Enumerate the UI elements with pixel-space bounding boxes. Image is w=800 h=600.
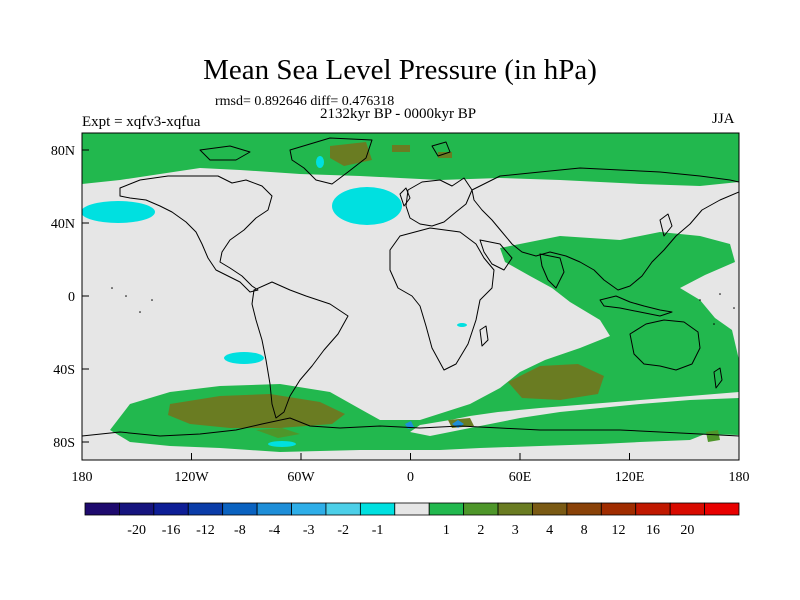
coast-arabia <box>479 239 513 271</box>
coast-australia <box>629 319 701 371</box>
lon-tick-label: 60E <box>509 470 532 485</box>
experiment-label: Expt = xqfv3-xqfua <box>82 114 201 130</box>
colorbar-label: 20 <box>680 523 694 538</box>
coast-madagascar <box>479 325 489 347</box>
colorbar-box <box>119 502 155 516</box>
colorbar-box <box>635 502 671 516</box>
lon-tick-labels: 180 120W 60W 0 60E 120E 180 <box>72 470 750 485</box>
colorbar-label: -3 <box>303 523 315 538</box>
colorbar-box <box>291 502 327 516</box>
lat-tick-label: 0 <box>68 290 75 305</box>
lon-tick-label: 0 <box>407 470 414 485</box>
colorbar-label: -16 <box>162 523 181 538</box>
colorbar-box <box>497 502 533 516</box>
coast-japan <box>659 213 673 237</box>
colorbar <box>84 502 740 516</box>
coast-arctic-islands <box>199 145 251 161</box>
colorbar-box <box>428 502 465 516</box>
colorbar-label: -2 <box>337 523 349 538</box>
colorbar-label: 4 <box>546 523 553 538</box>
lon-tick-label: 180 <box>72 470 93 485</box>
coast-indonesia <box>599 295 673 317</box>
colorbar-box <box>256 502 292 516</box>
colorbar-label: 3 <box>512 523 519 538</box>
colorbar-box <box>532 502 568 516</box>
colorbar-label: -4 <box>268 523 280 538</box>
colorbar-box <box>394 502 430 516</box>
colorbar-box <box>463 502 499 516</box>
colorbar-box <box>84 502 120 516</box>
lon-tick-marks <box>81 453 740 460</box>
lon-tick-label: 120W <box>174 470 209 485</box>
map-title: Mean Sea Level Pressure (in hPa) <box>203 54 597 86</box>
colorbar-label: 2 <box>477 523 484 538</box>
colorbar-box <box>600 502 637 516</box>
lat-tick-labels: 80N 40N 0 40S 80S <box>51 144 75 451</box>
coast-africa <box>389 227 495 371</box>
coast-india <box>539 253 565 289</box>
colorbar-label: 8 <box>581 523 588 538</box>
coast-new-zealand <box>713 367 723 389</box>
colorbar-box <box>187 502 224 516</box>
anomaly-regions-mid-green <box>256 428 720 442</box>
coast-south-america <box>251 281 349 419</box>
colorbar-label: -1 <box>372 523 384 538</box>
colorbar-box <box>222 502 258 516</box>
colorbar-box <box>704 502 740 516</box>
coast-svalbard <box>431 141 451 157</box>
season-label: JJA <box>712 111 735 127</box>
coastlines <box>82 137 739 437</box>
lon-tick-label: 60W <box>287 470 315 485</box>
colorbar-box <box>359 502 396 516</box>
colorbar-box <box>566 502 602 516</box>
colorbar-label: -12 <box>196 523 215 538</box>
colorbar-box <box>153 502 189 516</box>
island-dots <box>111 287 735 325</box>
rmsd-diff-stats: rmsd= 0.892646 diff= 0.476318 <box>215 94 395 109</box>
colorbar-labels: -20 -16 -12 -8 -4 -3 -2 -1 1 2 3 4 8 12 … <box>127 523 694 538</box>
colorbar-label: -20 <box>127 523 146 538</box>
colorbar-label: 16 <box>646 523 660 538</box>
lat-tick-label: 80N <box>51 144 75 159</box>
lat-tick-marks <box>82 149 89 443</box>
colorbar-label: -8 <box>234 523 246 538</box>
colorbar-label: 1 <box>443 523 450 538</box>
coast-greenland <box>289 137 373 185</box>
colorbar-label: 12 <box>612 523 626 538</box>
coast-europe <box>405 177 473 227</box>
colorbar-box <box>325 502 361 516</box>
anomaly-regions-cyan <box>82 156 467 447</box>
coast-uk <box>399 187 411 207</box>
period-label: 2132kyr BP - 0000kyr BP <box>320 106 477 122</box>
lon-tick-label: 180 <box>729 470 750 485</box>
lat-tick-label: 80S <box>53 436 75 451</box>
map-plot-area <box>82 133 739 460</box>
coast-asia <box>471 167 739 291</box>
coast-antarctica <box>82 417 739 437</box>
lat-tick-label: 40S <box>53 363 75 378</box>
coast-north-america <box>119 175 273 293</box>
lat-tick-label: 40N <box>51 217 75 232</box>
lon-tick-label: 120E <box>615 470 645 485</box>
colorbar-box <box>669 502 705 516</box>
